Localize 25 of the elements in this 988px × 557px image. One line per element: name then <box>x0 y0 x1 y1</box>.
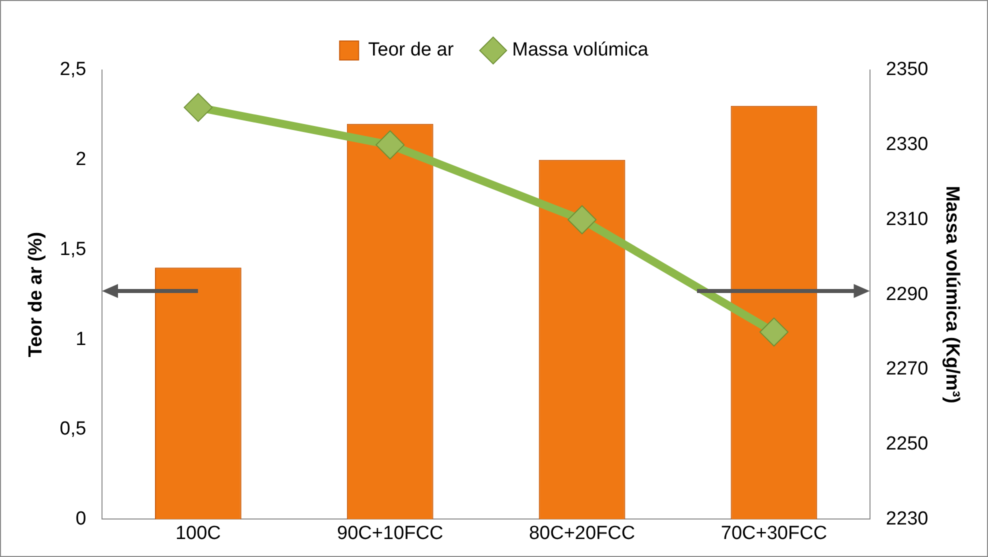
point <box>376 130 405 160</box>
point <box>568 205 597 234</box>
y-tick-label: 2 <box>76 149 86 170</box>
y2-tick-label: 2230 <box>886 508 928 530</box>
y-tick-label: 0 <box>76 508 86 530</box>
y2-tick-label: 2250 <box>886 434 928 455</box>
y2-tick-label: 2330 <box>886 134 928 156</box>
y2-tick-label: 2310 <box>886 208 928 230</box>
point <box>184 92 213 122</box>
x-tick-label: 80C+20FCC <box>528 522 636 544</box>
y-tick-label: 1 <box>76 328 86 350</box>
x-tick-label: 70C+30FCC <box>720 522 828 544</box>
x-tick-label: 100C <box>175 522 221 544</box>
legend-label: Teor de ar <box>368 40 454 61</box>
y2-tick-label: 2350 <box>886 59 928 80</box>
y2-tick-label: 2290 <box>886 284 928 305</box>
legend-label: Massa volúmica <box>512 40 649 61</box>
y-tick-label: 0,5 <box>60 418 86 440</box>
x-tick-label: 90C+10FCC <box>337 522 444 544</box>
y-tick-label: 1,5 <box>60 238 86 260</box>
y-tick-label: 2,5 <box>60 59 86 80</box>
y2-tick-label: 2270 <box>886 358 928 380</box>
y-axis-title: Teor de ar (%) <box>26 232 47 358</box>
y2-axis-title: Massa volúmica (Kg/m³) <box>941 186 962 404</box>
point <box>759 318 788 347</box>
